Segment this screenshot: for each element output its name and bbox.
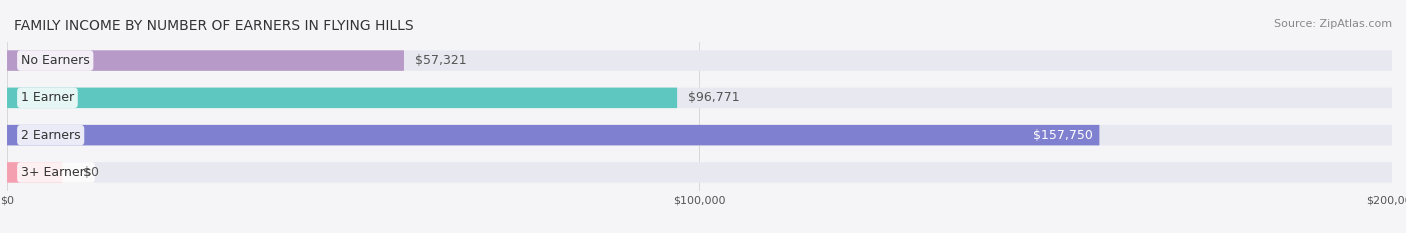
FancyBboxPatch shape	[7, 50, 1392, 71]
FancyBboxPatch shape	[7, 88, 1392, 108]
Text: 3+ Earners: 3+ Earners	[21, 166, 91, 179]
Text: 2 Earners: 2 Earners	[21, 129, 80, 142]
Text: $157,750: $157,750	[1032, 129, 1092, 142]
Text: $96,771: $96,771	[688, 91, 740, 104]
FancyBboxPatch shape	[7, 125, 1392, 145]
Text: 1 Earner: 1 Earner	[21, 91, 75, 104]
Text: FAMILY INCOME BY NUMBER OF EARNERS IN FLYING HILLS: FAMILY INCOME BY NUMBER OF EARNERS IN FL…	[14, 19, 413, 33]
FancyBboxPatch shape	[7, 125, 1099, 145]
FancyBboxPatch shape	[7, 162, 1392, 183]
Text: No Earners: No Earners	[21, 54, 90, 67]
Text: Source: ZipAtlas.com: Source: ZipAtlas.com	[1274, 19, 1392, 29]
Text: $57,321: $57,321	[415, 54, 467, 67]
FancyBboxPatch shape	[7, 162, 62, 183]
FancyBboxPatch shape	[7, 88, 678, 108]
FancyBboxPatch shape	[7, 50, 404, 71]
Text: $0: $0	[83, 166, 100, 179]
